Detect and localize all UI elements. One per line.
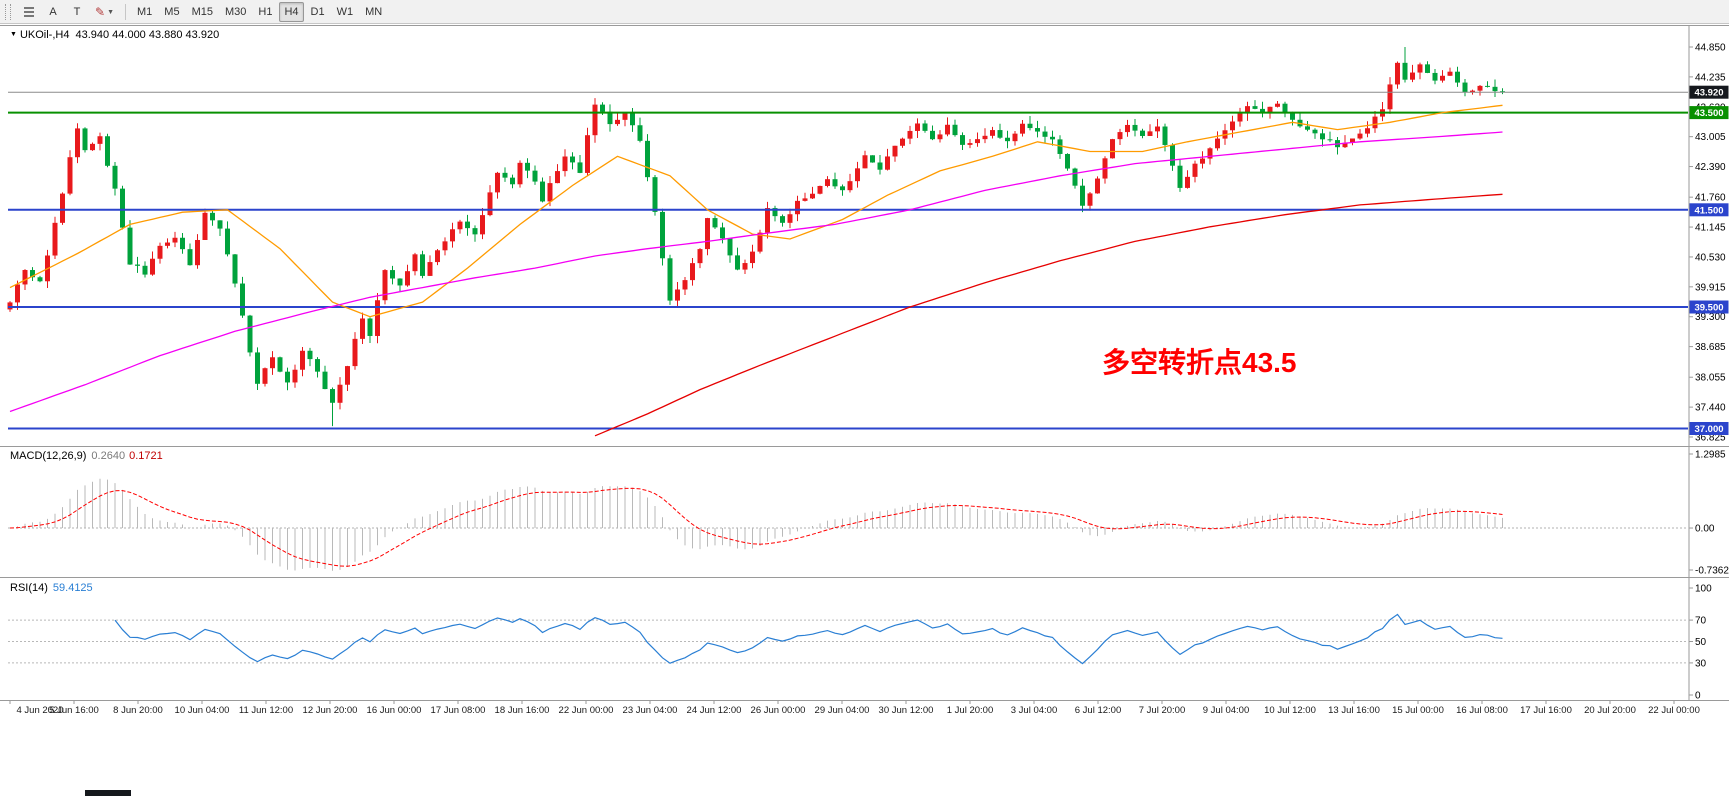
rsi-line: [114, 613, 1503, 665]
horizontal-lines: [8, 91, 1688, 430]
x-axis-label: 11 Jun 12:00: [239, 705, 293, 716]
x-axis-label: 26 Jun 00:00: [751, 705, 806, 716]
svg-text:0: 0: [1695, 691, 1701, 702]
x-axis-label: 17 Jun 08:00: [431, 705, 486, 716]
x-axis-label: 3 Jul 04:00: [1011, 705, 1057, 716]
svg-text:39.500: 39.500: [1694, 303, 1723, 314]
x-axis-label: 7 Jul 20:00: [1139, 705, 1185, 716]
svg-text:38.685: 38.685: [1695, 342, 1726, 353]
x-axis-label: 5 Jun 16:00: [49, 705, 99, 716]
chevron-down-icon: ▼: [107, 8, 114, 16]
top-toolbar: A T ✎ ▼ M1 M5 M15 M30 H1 H4 D1 W1 MN: [0, 0, 1729, 24]
timeframe-button-h1[interactable]: H1: [253, 2, 277, 22]
svg-text:38.055: 38.055: [1695, 373, 1726, 384]
x-axis-label: 13 Jul 16:00: [1328, 705, 1380, 716]
svg-text:100: 100: [1695, 584, 1712, 595]
bottom-artifact: [85, 790, 131, 796]
svg-text:70: 70: [1695, 616, 1707, 627]
list-icon: [24, 10, 34, 13]
chart-canvas[interactable]: 44.85044.23543.62043.00542.39041.76041.1…: [0, 24, 1729, 796]
svg-text:37.440: 37.440: [1695, 403, 1726, 414]
timeframe-button-m30[interactable]: M30: [220, 2, 251, 22]
price-badge: [1689, 85, 1729, 99]
timeframe-button-w1[interactable]: W1: [332, 2, 359, 22]
x-axis-label: 17 Jul 16:00: [1520, 705, 1572, 716]
x-axis-label: 15 Jul 00:00: [1392, 705, 1444, 716]
timeframe-button-h4[interactable]: H4: [279, 1, 304, 22]
svg-text:0.00: 0.00: [1695, 524, 1715, 535]
timeframe-button-m1[interactable]: M1: [132, 2, 157, 22]
candles: [7, 47, 1505, 427]
macd-pane: 1.2985 0.00 -0.7362: [8, 450, 1729, 577]
price-badge: [1689, 106, 1729, 120]
svg-text:36.825: 36.825: [1695, 433, 1726, 444]
ma-slow-line: [594, 193, 1503, 437]
price-badge: [1689, 203, 1729, 217]
price-badge: [1689, 421, 1729, 435]
price-badge: [1689, 300, 1729, 314]
pen-color-button[interactable]: ✎ ▼: [90, 2, 119, 22]
svg-text:44.235: 44.235: [1695, 72, 1726, 83]
timeframe-button-d1[interactable]: D1: [306, 2, 330, 22]
toolbar-separator: [125, 3, 126, 20]
macd-signal-line: [9, 487, 1503, 567]
x-axis-label: 16 Jun 00:00: [367, 705, 422, 716]
timeframe-button-m15[interactable]: M15: [187, 2, 218, 22]
svg-text:41.145: 41.145: [1695, 223, 1726, 234]
x-axis-label: 18 Jun 16:00: [495, 705, 550, 716]
timeframe-button-mn[interactable]: MN: [360, 2, 387, 22]
svg-text:-0.7362: -0.7362: [1695, 566, 1729, 577]
svg-text:1.2985: 1.2985: [1695, 450, 1726, 461]
svg-text:39.300: 39.300: [1695, 312, 1726, 323]
svg-text:43.920: 43.920: [1694, 88, 1723, 99]
chart-frame: [0, 25, 1729, 701]
svg-text:42.390: 42.390: [1695, 162, 1726, 173]
x-axis-label: 22 Jun 00:00: [559, 705, 614, 716]
x-axis-label: 30 Jun 12:00: [879, 705, 934, 716]
charts-list-button[interactable]: [18, 2, 40, 22]
svg-text:44.850: 44.850: [1695, 43, 1726, 54]
svg-text:40.530: 40.530: [1695, 252, 1726, 263]
x-axis-label: 16 Jul 08:00: [1456, 705, 1508, 716]
chart-background: [0, 24, 1729, 796]
price-scale: 44.85044.23543.62043.00542.39041.76041.1…: [1689, 43, 1729, 444]
x-axis-label: 9 Jul 04:00: [1203, 705, 1249, 716]
x-axis-label: 20 Jul 20:00: [1584, 705, 1636, 716]
svg-text:50: 50: [1695, 637, 1707, 648]
x-axis-label: 12 Jun 20:00: [303, 705, 358, 716]
svg-text:43.005: 43.005: [1695, 132, 1726, 143]
timeframe-button-m5[interactable]: M5: [159, 2, 184, 22]
x-axis-label: 22 Jul 00:00: [1648, 705, 1700, 716]
x-axis-label: 8 Jun 20:00: [113, 705, 163, 716]
svg-text:41.500: 41.500: [1694, 205, 1723, 216]
x-axis-label: 24 Jun 12:00: [687, 705, 742, 716]
x-axis-label: 10 Jun 04:00: [175, 705, 230, 716]
timeframe-toolbar: M1 M5 M15 M30 H1 H4 D1 W1 MN: [131, 1, 388, 22]
toolbar-grip[interactable]: [5, 3, 11, 20]
pen-icon: ✎: [95, 4, 106, 19]
x-axis-label: 29 Jun 04:00: [815, 705, 870, 716]
svg-text:43.500: 43.500: [1694, 108, 1723, 119]
svg-text:37.000: 37.000: [1694, 424, 1723, 435]
rsi-pane: 100 70 50 30 0: [8, 584, 1712, 702]
text-annotation-t-button[interactable]: T: [66, 2, 88, 22]
svg-text:39.915: 39.915: [1695, 282, 1726, 293]
text-annotation-a-button[interactable]: A: [42, 2, 64, 22]
x-axis-label: 6 Jul 12:00: [1075, 705, 1121, 716]
ma-mid-line: [9, 131, 1503, 413]
x-axis-label: 1 Jul 20:00: [947, 705, 993, 716]
x-axis-label: 4 Jun 2020: [16, 705, 63, 716]
x-axis-label: 23 Jun 04:00: [623, 705, 678, 716]
x-axis-label: 10 Jul 12:00: [1264, 705, 1316, 716]
svg-text:30: 30: [1695, 658, 1707, 669]
svg-text:41.760: 41.760: [1695, 193, 1726, 204]
